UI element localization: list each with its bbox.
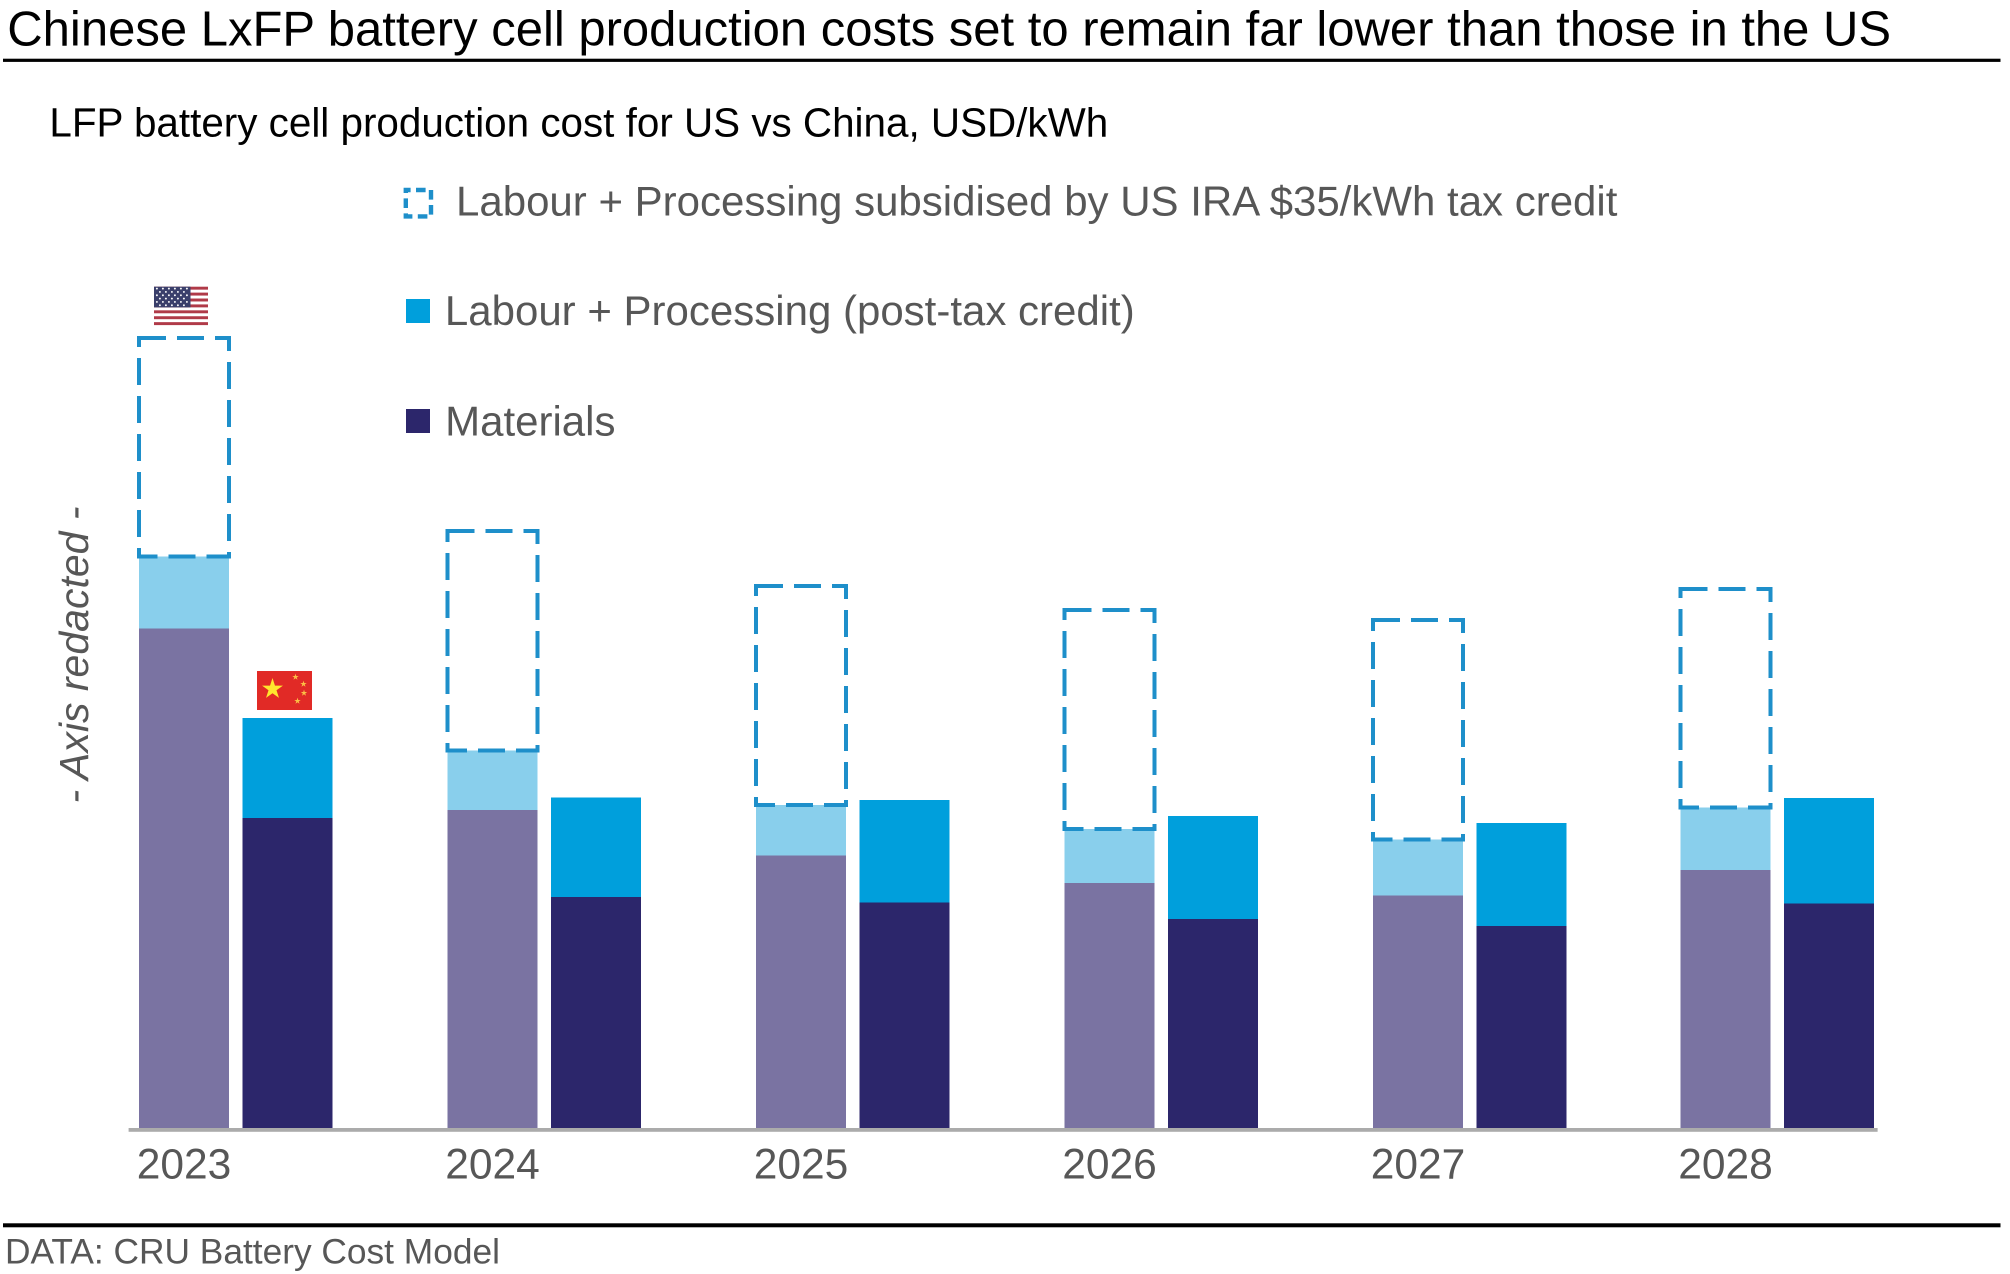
svg-text:2026: 2026 bbox=[1062, 1141, 1157, 1188]
svg-text:2028: 2028 bbox=[1678, 1141, 1773, 1188]
svg-text:2025: 2025 bbox=[754, 1141, 849, 1188]
svg-text:- Axis redacted -: - Axis redacted - bbox=[51, 507, 97, 804]
svg-text:Materials: Materials bbox=[445, 397, 615, 444]
svg-text:2027: 2027 bbox=[1371, 1141, 1466, 1188]
svg-text:Labour + Processing subsidised: Labour + Processing subsidised by US IRA… bbox=[456, 177, 1618, 224]
svg-text:2024: 2024 bbox=[445, 1141, 540, 1188]
svg-text:LFP battery cell production co: LFP battery cell production cost for US … bbox=[49, 99, 1108, 145]
svg-text:Labour + Processing (post-tax: Labour + Processing (post-tax credit) bbox=[445, 287, 1135, 334]
svg-text:DATA: CRU Battery Cost Model: DATA: CRU Battery Cost Model bbox=[5, 1233, 500, 1272]
svg-text:2023: 2023 bbox=[137, 1141, 232, 1188]
svg-text:Chinese LxFP battery cell prod: Chinese LxFP battery cell production cos… bbox=[7, 2, 1891, 56]
